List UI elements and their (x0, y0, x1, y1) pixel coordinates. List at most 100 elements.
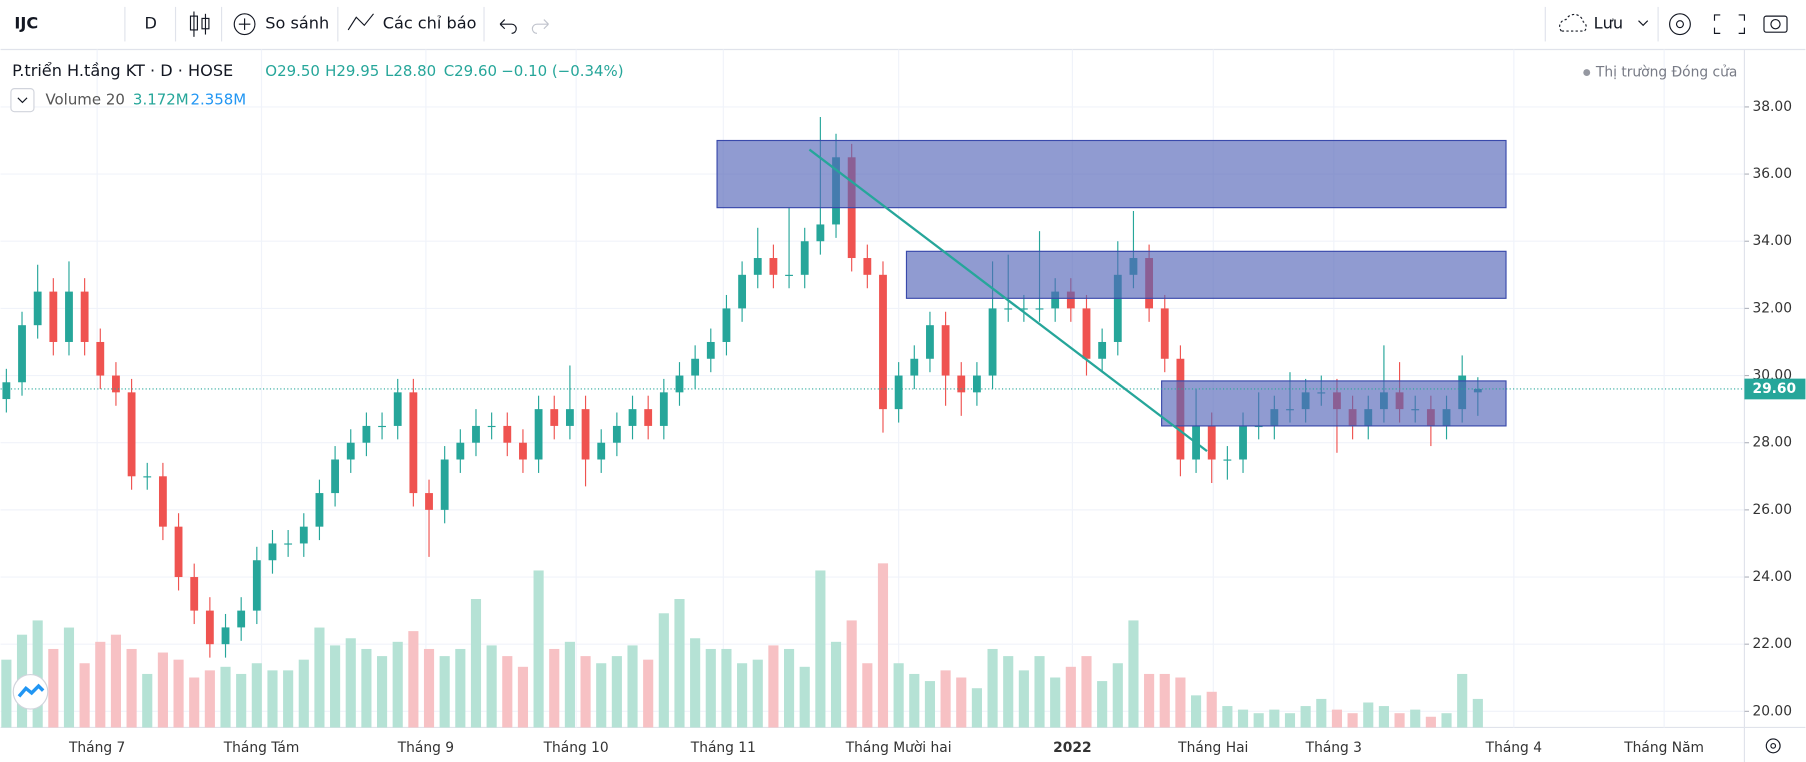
volume-bar (1175, 677, 1186, 728)
volume-bar (1316, 698, 1327, 728)
volume-bar (1472, 698, 1483, 728)
candle-body (331, 459, 340, 494)
candle-body (143, 476, 152, 478)
candle-body (785, 274, 793, 276)
volume-bar (157, 652, 168, 728)
candle-body (597, 442, 606, 460)
x-tick-label: Tháng Tám (223, 740, 300, 756)
candle-body (816, 224, 825, 242)
settings-button[interactable] (1669, 13, 1691, 36)
volume-bar (1128, 620, 1139, 728)
volume-bar (1378, 706, 1389, 728)
volume-bar (1394, 713, 1405, 728)
save-menu[interactable] (1638, 20, 1649, 27)
candle-body (18, 325, 26, 383)
volume-bar (580, 656, 591, 728)
candle-body (941, 325, 950, 376)
collapse-icon (17, 97, 28, 104)
last-price-label: 29.60 (1752, 381, 1796, 397)
x-tick-label: Tháng 3 (1305, 740, 1362, 756)
y-tick-label: 26.00 (1752, 502, 1792, 518)
volume-bar (392, 641, 403, 728)
candle-body (80, 291, 89, 342)
y-tick-label: 22.00 (1752, 636, 1792, 652)
candle-body (158, 476, 167, 527)
symbol[interactable]: IJC (14, 14, 38, 33)
volume-bar (1363, 702, 1374, 728)
y-tick-label: 24.00 (1752, 569, 1792, 585)
x-tick-label: Tháng 4 (1485, 740, 1542, 756)
interval[interactable]: D (144, 14, 156, 33)
volume-bar (1097, 681, 1108, 728)
x-tick-label: Tháng 10 (543, 740, 609, 756)
volume-bar (126, 648, 137, 728)
save-button[interactable]: Lưu (1594, 14, 1623, 33)
volume-bar (314, 627, 325, 728)
volume-bar (1284, 713, 1296, 728)
volume-bar (283, 670, 294, 728)
candle-body (65, 291, 73, 342)
candle-body (1160, 308, 1169, 359)
volume-bar (737, 663, 748, 728)
indicators-button[interactable]: Các chỉ báo (383, 14, 477, 33)
compare-icon[interactable] (233, 13, 256, 36)
legend-change: −0.10 (−0.34%) (501, 62, 623, 80)
redo-button[interactable] (531, 19, 549, 34)
volume-bar (63, 627, 75, 728)
volume-bar (220, 666, 231, 728)
volume-bar (1331, 709, 1343, 728)
trend-line (808, 148, 1208, 453)
volume-bar (439, 656, 450, 728)
y-tick-label: 32.00 (1752, 300, 1792, 316)
toolbar: IJC D So sánh Các chỉ báo Lưu (0, 6, 1806, 51)
volume-bar (455, 648, 466, 728)
x-tick-label: Tháng 7 (68, 740, 125, 756)
volume-bar (658, 613, 669, 728)
volume-bar (79, 663, 90, 728)
candle-body (409, 392, 418, 494)
candle-body (221, 627, 230, 645)
candle-body (675, 375, 684, 393)
volume-bar (674, 599, 685, 728)
candle-body (284, 543, 293, 545)
legend-high: H29.95 (325, 62, 379, 80)
candle-body (1019, 308, 1028, 310)
candle-body (440, 459, 449, 510)
candle-body (190, 577, 199, 611)
volume-bar (1081, 656, 1092, 728)
volume-bar (345, 638, 356, 728)
volume-bar (267, 670, 278, 728)
fullscreen-button[interactable] (1713, 14, 1745, 34)
chart-style-button[interactable] (189, 11, 210, 37)
candle-body (706, 341, 715, 359)
volume-value: 3.172M (133, 91, 189, 109)
candle-body (456, 442, 465, 460)
candle-body (565, 409, 574, 426)
collapse-button[interactable] (10, 88, 35, 113)
volume-bar (627, 645, 638, 728)
compare-button[interactable]: So sánh (265, 14, 329, 33)
axis-settings-button[interactable] (1765, 738, 1781, 754)
volume-bar (376, 656, 388, 728)
undo-button[interactable] (499, 19, 517, 34)
volume-bar (705, 648, 716, 728)
screenshot-button[interactable] (1763, 15, 1788, 33)
candle-body (174, 526, 183, 578)
volume-bar (1300, 706, 1311, 728)
y-tick-label: 28.00 (1752, 435, 1792, 451)
x-tick-label: Tháng 9 (397, 740, 454, 756)
volume-bar (564, 641, 575, 728)
candle-body (393, 392, 402, 426)
legend-open: O29.50 (265, 62, 320, 80)
volume-bar (1206, 691, 1217, 728)
candle-body (346, 442, 355, 460)
legend-close: C29.60 (444, 62, 497, 80)
candle-body (362, 425, 371, 443)
candle-body (738, 274, 747, 309)
candle-body (1035, 308, 1044, 310)
save-icon[interactable] (1559, 13, 1587, 32)
candle-body (972, 375, 981, 393)
indicators-icon[interactable] (347, 13, 374, 31)
volume-ma-value: 2.358M (190, 91, 246, 109)
